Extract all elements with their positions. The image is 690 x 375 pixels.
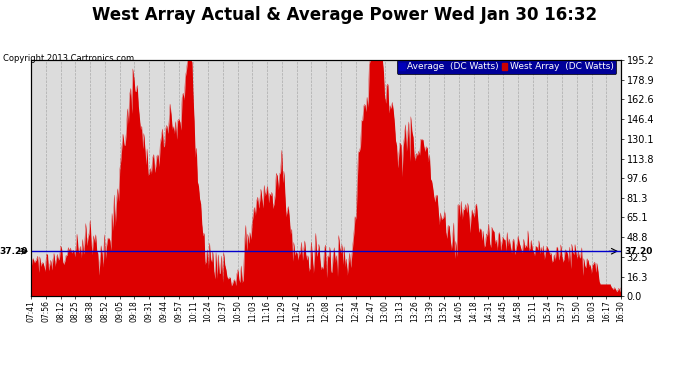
Text: 37.20: 37.20: [0, 247, 28, 256]
Text: Copyright 2013 Cartronics.com: Copyright 2013 Cartronics.com: [3, 54, 135, 63]
Text: West Array Actual & Average Power Wed Jan 30 16:32: West Array Actual & Average Power Wed Ja…: [92, 6, 598, 24]
Legend: Average  (DC Watts), West Array  (DC Watts): Average (DC Watts), West Array (DC Watts…: [397, 60, 616, 74]
Text: 37.20: 37.20: [624, 247, 652, 256]
